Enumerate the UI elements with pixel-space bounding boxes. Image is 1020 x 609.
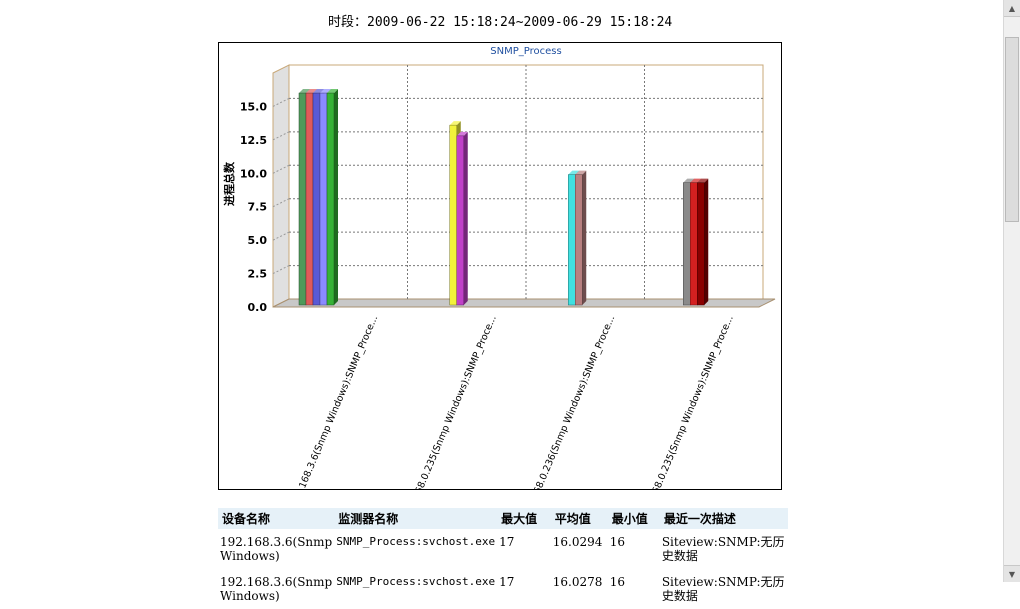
header-min: 最小值 [608, 508, 660, 529]
bar [320, 93, 327, 305]
cell-max: 17 [497, 529, 551, 569]
header-device-name: 设备名称 [218, 508, 334, 529]
statistics-table: 设备名称 监测器名称 最大值 平均值 最小值 最近一次描述 192.168.3.… [218, 508, 788, 609]
bar [697, 183, 704, 305]
header-max: 最大值 [497, 508, 551, 529]
bar-side [704, 179, 708, 305]
y-tick-label: 0.0 [248, 301, 268, 314]
bar [299, 93, 306, 305]
x-tick-label: 192.168.3.6(Snmp Windows):SNMP_Proce... [289, 314, 380, 489]
scroll-thumb[interactable] [1005, 37, 1019, 222]
y-tick-label: 10.0 [240, 167, 267, 180]
bar [575, 175, 582, 305]
cell-device: 192.168.3.6(Snmp Windows) [218, 569, 334, 609]
period-label: 时段：2009-06-22 15:18:24~2009-06-29 15:18:… [328, 11, 672, 30]
y-tick-label: 5.0 [248, 234, 268, 247]
y-axis-label: 进程总数 [222, 161, 236, 206]
y-tick-label: 2.5 [248, 268, 268, 281]
chart-frame: 0.0 2.5 5.0 7.5 10.0 12.5 15.0 SNMP_Process 进程总数… [218, 42, 782, 490]
table-row: 192.168.3.6(Snmp Windows) SNMP_Process:s… [218, 529, 788, 569]
table-row: 192.168.3.6(Snmp Windows) SNMP_Process:s… [218, 569, 788, 609]
bar-side [464, 132, 468, 305]
cell-description: Siteview:SNMP:无历史数据 [660, 569, 788, 609]
cell-min: 16 [608, 529, 660, 569]
header-last-description: 最近一次描述 [660, 508, 788, 529]
cell-min: 16 [608, 569, 660, 609]
cell-max: 17 [497, 569, 551, 609]
bar [683, 183, 690, 305]
bar [306, 93, 313, 305]
header-monitor-name: 监测器名称 [334, 508, 497, 529]
x-tick-label: 192.168.0.235(Snmp Windows):SNMP_Proce..… [640, 314, 736, 489]
bar [450, 125, 457, 305]
x-tick-label: 192.168.0.236(Snmp Windows):SNMP_Proce..… [521, 314, 617, 489]
y-tick-label: 15.0 [240, 100, 267, 113]
cell-avg: 16.0294 [551, 529, 608, 569]
x-tick-label: 192.168.0.235(Snmp Windows):SNMP_Proce..… [403, 314, 499, 489]
bar-side [582, 171, 586, 305]
bar [327, 93, 334, 305]
bar [313, 93, 320, 305]
bar-chart: 0.0 2.5 5.0 7.5 10.0 12.5 15.0 SNMP_Process 进程总数… [219, 43, 781, 489]
plot-left-wall [273, 65, 289, 307]
bar [568, 175, 575, 305]
scroll-up-arrow-icon[interactable]: ▲ [1004, 0, 1020, 17]
cell-description: Siteview:SNMP:无历史数据 [660, 529, 788, 569]
chart-title: SNMP_Process [490, 46, 561, 57]
header-avg: 平均值 [551, 508, 608, 529]
cell-avg: 16.0278 [551, 569, 608, 609]
cell-device: 192.168.3.6(Snmp Windows) [218, 529, 334, 569]
scroll-down-arrow-icon[interactable]: ▼ [1004, 565, 1020, 582]
table-header-row: 设备名称 监测器名称 最大值 平均值 最小值 最近一次描述 [218, 508, 788, 529]
y-tick-label: 12.5 [240, 134, 267, 147]
bar-side [334, 89, 338, 305]
cell-monitor: SNMP_Process:svchost.exe [334, 529, 497, 569]
cell-monitor: SNMP_Process:svchost.exe [334, 569, 497, 609]
bar [690, 183, 697, 305]
vertical-scrollbar[interactable]: ▲ ▼ [1003, 0, 1020, 582]
bar [457, 136, 464, 305]
y-tick-label: 7.5 [248, 201, 268, 214]
